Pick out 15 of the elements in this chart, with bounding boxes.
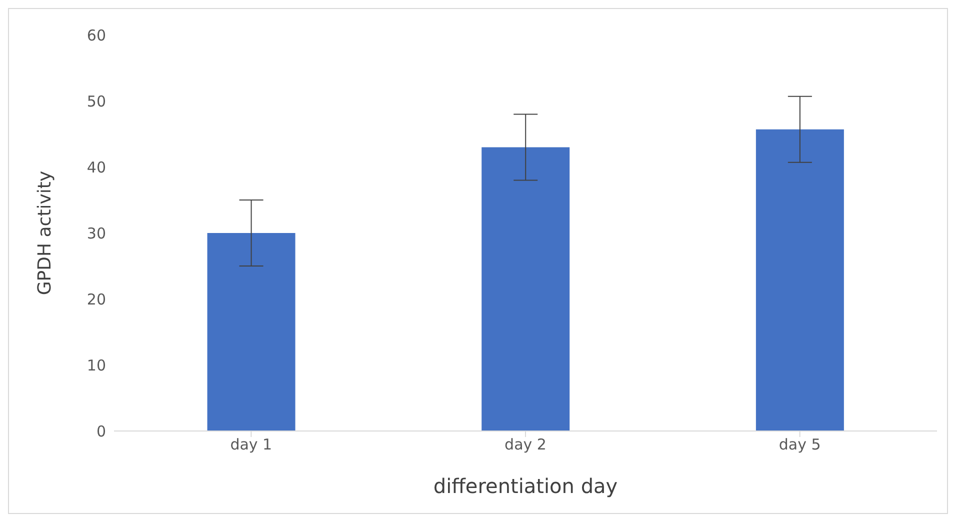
x-tick-label: day 5 [778,436,821,454]
y-tick-label: 10 [86,356,106,374]
x-axis-title: differentiation day [433,474,618,498]
x-tick-label: day 1 [230,436,272,454]
bar [482,147,570,431]
y-axis-title: GPDH activity [34,170,56,296]
x-tick-label: day 2 [504,436,546,454]
bar [207,233,296,431]
y-tick-label: 50 [86,92,106,110]
y-tick-label: 30 [86,224,106,242]
bar [756,129,844,431]
y-tick-label: 20 [86,290,106,308]
y-tick-label: 40 [86,158,106,176]
y-tick-label: 60 [86,26,106,44]
y-tick-label: 0 [96,422,106,440]
